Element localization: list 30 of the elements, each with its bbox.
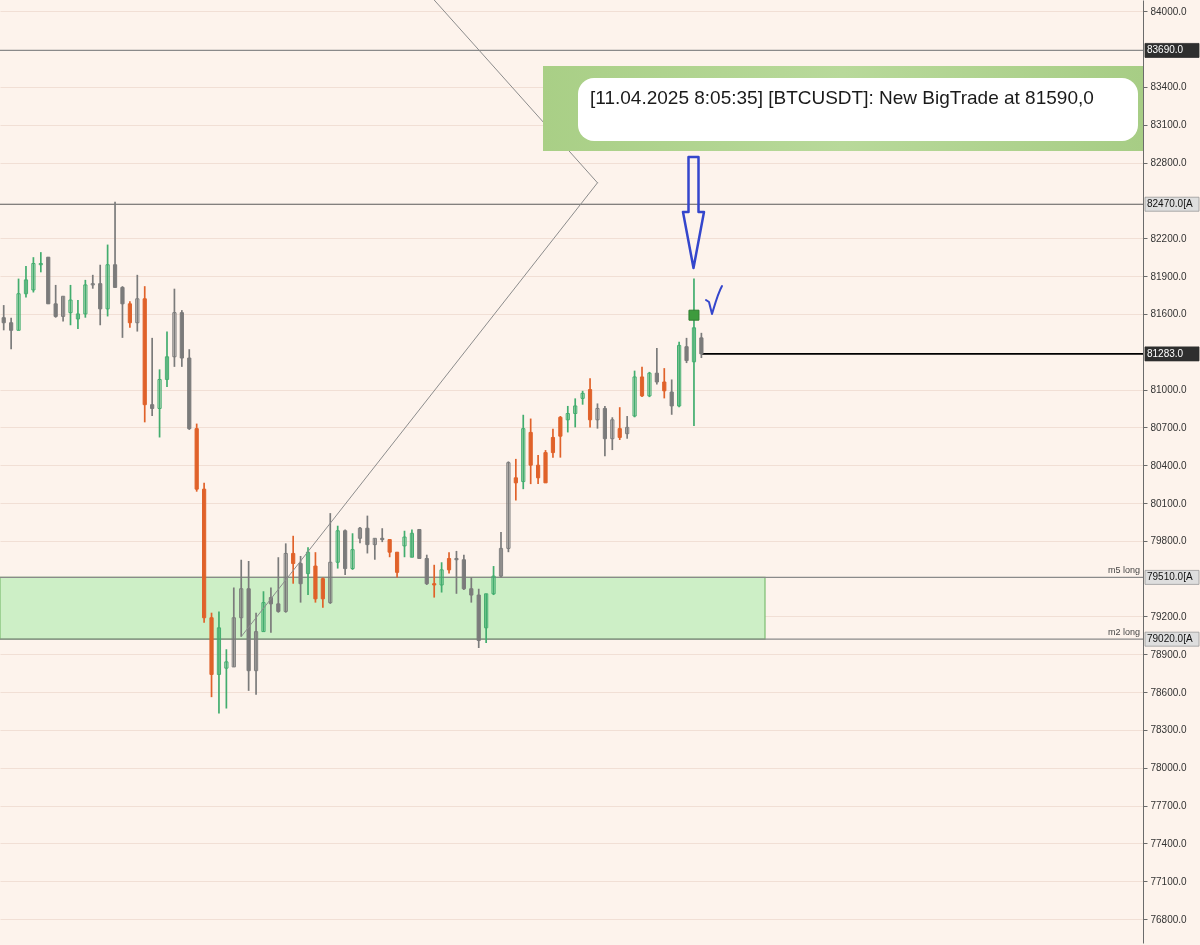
y-tick-label: 78600.0 [1150,686,1188,698]
y-tick-label: 76800.0 [1150,913,1188,925]
y-tick-label: 80100.0 [1150,497,1188,509]
y-tick-label: 82800.0 [1150,157,1188,169]
y-tick-label: 83100.0 [1150,119,1188,131]
y-tick-label: 78900.0 [1150,648,1188,660]
annotation: [11.04.2025 8:05:35] [BTCUSDT]: New BigTrade at 81590,0 [590,87,1094,109]
y-tick-label: 77100.0 [1150,875,1188,887]
y-tick-label: 84000.0 [1150,5,1188,17]
message-bubble: [11.04.2025 8:05:35] [BTCUSDT]: New BigTrade at 81590,0 [578,78,1138,141]
y-tick-label: 78300.0 [1150,724,1188,736]
y-tick-label: 81000.0 [1150,384,1188,396]
y-tick-label: 80400.0 [1150,459,1188,471]
ref-line-label: 81283.0 [1147,347,1184,359]
y-tick-label: 81600.0 [1150,308,1188,320]
ref-line-label: 79020.0[A [1147,633,1193,645]
annotation: m5 long [1107,565,1140,576]
ref-line-label: 83690.0 [1147,44,1184,56]
y-tick-label: 81900.0 [1150,270,1188,282]
y-tick-label: 79200.0 [1150,610,1188,622]
annotation: m2 long [1107,627,1140,638]
y-tick-label: 78000.0 [1150,762,1188,774]
y-tick-label: 80700.0 [1150,421,1188,433]
y-tick-label: 79800.0 [1150,535,1188,547]
y-tick-label: 82200.0 [1150,232,1188,244]
y-tick-label: 83400.0 [1150,81,1188,93]
ref-line-label: 79510.0[A [1147,571,1193,583]
y-tick-label: 77700.0 [1150,800,1188,812]
ref-line-label: 82470.0[A [1147,198,1193,210]
y-tick-label: 77400.0 [1150,837,1188,849]
